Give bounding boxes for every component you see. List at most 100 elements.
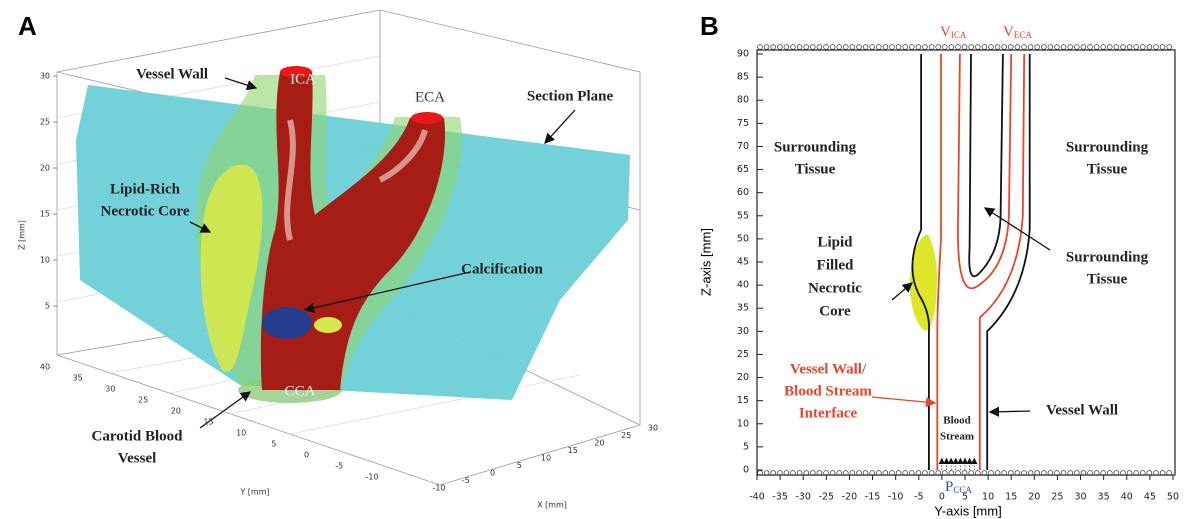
- band-dot: [836, 44, 842, 50]
- annotation: Vessel Wall/: [790, 361, 867, 377]
- band-dot: [1140, 470, 1146, 476]
- band-dot: [1021, 470, 1027, 476]
- v-eca-main: V: [1003, 24, 1014, 40]
- v-ica-main: V: [940, 24, 951, 40]
- y-tick-label: -5: [914, 492, 923, 503]
- band-dot: [961, 44, 968, 50]
- y-tick-label: -15: [865, 492, 881, 503]
- y-axis-label: Y [mm]: [239, 488, 269, 497]
- z-tick-label: 65: [737, 164, 749, 175]
- z-tick-label: 70: [737, 141, 749, 152]
- x-tick-label: 10: [541, 454, 551, 463]
- band-dot: [1047, 470, 1054, 476]
- band-dot: [889, 44, 895, 50]
- z-axis-label: Z [mm]: [18, 220, 27, 250]
- y-tick-label: 50: [1167, 492, 1179, 503]
- band-dot: [1008, 44, 1014, 50]
- x-tick-label: 0: [490, 469, 495, 478]
- interface-right: [978, 53, 1026, 470]
- z-tick-label: 55: [737, 210, 749, 221]
- band-dot: [1107, 470, 1113, 476]
- band-dot: [862, 470, 869, 476]
- band-dot: [928, 44, 935, 50]
- band-dot: [1113, 470, 1120, 476]
- band-dot: [988, 470, 994, 476]
- annotation: Stream: [940, 431, 974, 443]
- annotation: Necrotic: [808, 280, 862, 296]
- band-dot: [1054, 44, 1060, 50]
- band-dot: [1126, 44, 1133, 50]
- band-dot: [810, 470, 816, 476]
- band-dot: [1087, 44, 1093, 50]
- band-dot: [836, 470, 842, 476]
- band-dot: [1133, 44, 1139, 50]
- band-dot: [928, 470, 935, 476]
- band-dot: [777, 44, 783, 50]
- band-dot: [1067, 470, 1073, 476]
- band-dot: [1041, 44, 1047, 50]
- z-tick-label: 60: [737, 187, 749, 198]
- wall-inner: [968, 53, 1004, 278]
- band-dot: [955, 470, 961, 476]
- vessel-highlight: [284, 119, 428, 241]
- band-dot: [862, 44, 869, 50]
- band-dot: [902, 470, 908, 476]
- band-dot: [1014, 44, 1021, 50]
- band-dot: [1034, 470, 1040, 476]
- band-dot: [816, 470, 823, 476]
- y-tick-label: 40: [40, 363, 50, 372]
- annotation: Surrounding: [1066, 249, 1149, 265]
- z-axis-label: Z-axis [mm]: [698, 228, 713, 296]
- band-dot: [994, 44, 1001, 50]
- band-dot: [1113, 44, 1120, 50]
- band-dot: [770, 470, 776, 476]
- panel-a-arrows: [189, 77, 576, 429]
- band-dot: [823, 44, 829, 50]
- x-tick-label: 25: [621, 431, 631, 440]
- z-tick-label: 25: [40, 118, 50, 127]
- annotation: Interface: [799, 405, 858, 421]
- z-tick-label: 0: [743, 465, 749, 476]
- annotation: Tissue: [1087, 271, 1128, 287]
- z-tick-label: 30: [40, 72, 50, 81]
- band-dot: [790, 44, 796, 50]
- x-axis-label: X [mm]: [537, 501, 567, 510]
- annotation: Blood: [943, 415, 971, 427]
- y-axis-label: Y-axis [mm]: [934, 503, 1001, 518]
- band-dot: [895, 470, 902, 476]
- band-dot: [935, 44, 941, 50]
- z-tick-label: 90: [737, 49, 749, 60]
- band-dot: [1014, 470, 1021, 476]
- vessel-curves: [909, 53, 1031, 470]
- band-dot: [994, 470, 1001, 476]
- band-dot: [1166, 44, 1172, 50]
- band-dot: [803, 470, 809, 476]
- band-dot: [1001, 44, 1007, 50]
- band-dot: [803, 44, 809, 50]
- z-tick-label: 30: [737, 326, 749, 337]
- v-ica-sub: ICA: [951, 30, 967, 40]
- band-dot: [783, 44, 790, 50]
- lipid-core-region: [909, 234, 938, 332]
- annotation: Vessel Wall: [136, 66, 208, 82]
- z-tick-label: 10: [737, 418, 749, 429]
- z-tick-label: 40: [737, 280, 749, 291]
- band-dot: [988, 44, 994, 50]
- band-dot: [1087, 470, 1093, 476]
- small-lipid: [314, 317, 342, 333]
- p-cca-main: P: [945, 479, 953, 495]
- band-dot: [829, 470, 836, 476]
- band-dot: [948, 44, 955, 50]
- band-dot: [975, 470, 981, 476]
- x-tick-label: 30: [648, 424, 658, 433]
- y-tick-label: -10: [888, 492, 904, 503]
- annotation: Carotid Blood: [92, 428, 184, 444]
- annotation: Core: [819, 303, 851, 319]
- band-dot: [968, 470, 974, 476]
- y-tick-label: 40: [1121, 492, 1133, 503]
- y-tick-label: -30: [795, 492, 811, 503]
- band-dot: [1140, 44, 1146, 50]
- x-tick-label: 15: [568, 446, 578, 455]
- z-tick-label: 15: [737, 395, 749, 406]
- band-dot: [1041, 470, 1047, 476]
